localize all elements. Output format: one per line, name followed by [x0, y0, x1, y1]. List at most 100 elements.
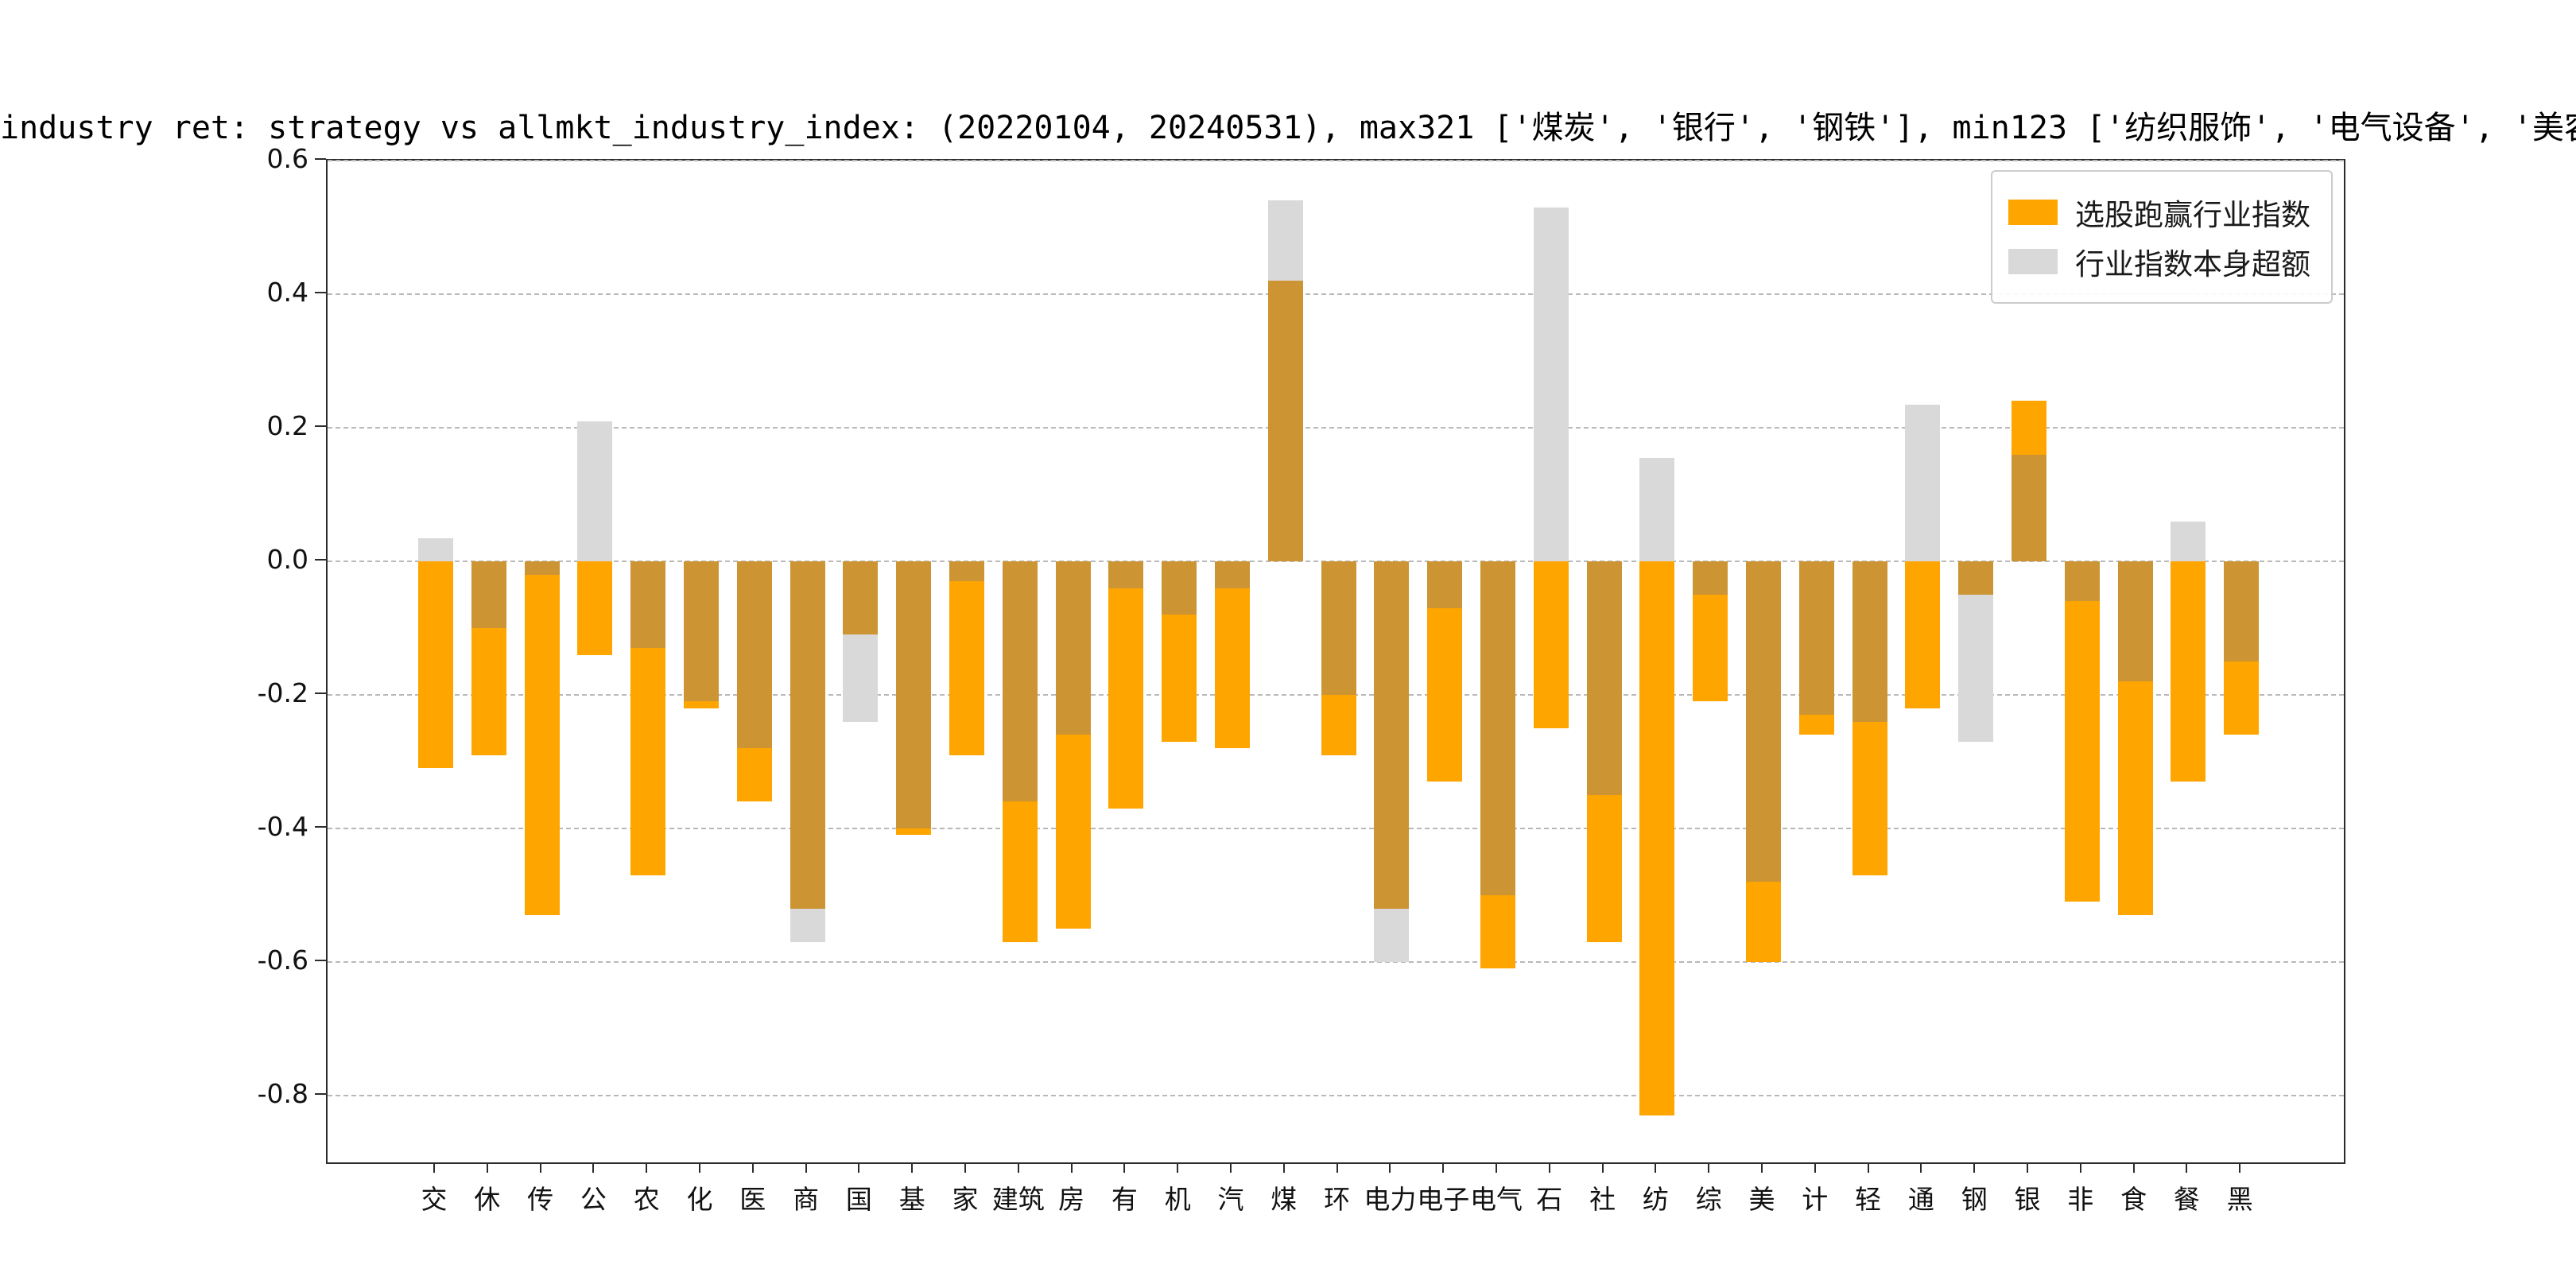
bar-overlap-黑	[2224, 561, 2260, 661]
y-tick-mark	[315, 158, 326, 160]
bar-overlap-轻	[1852, 561, 1887, 722]
x-tick-mark	[1336, 1162, 1338, 1173]
x-tick-mark	[1496, 1162, 1497, 1173]
bar-strategy-非	[2064, 601, 2100, 902]
bar-strategy-综	[1693, 595, 1728, 702]
gridline	[328, 961, 2344, 963]
x-tick-label-电力: 电力	[1364, 1184, 1417, 1215]
x-tick-label-综: 综	[1695, 1184, 1722, 1215]
x-tick-mark	[911, 1162, 914, 1173]
bar-strategy-黑	[2224, 661, 2260, 735]
bar-strategy-电子	[1427, 607, 1463, 782]
x-tick-mark	[2027, 1162, 2028, 1173]
x-tick-label-休: 休	[474, 1184, 501, 1215]
y-tick-mark	[315, 292, 326, 293]
x-tick-mark	[1973, 1162, 1976, 1173]
bar-overlap-有	[1108, 561, 1144, 588]
x-tick-label-纺: 纺	[1642, 1184, 1669, 1215]
y-tick-label: -0.4	[257, 811, 308, 842]
bar-strategy-电气	[1480, 895, 1515, 969]
y-tick-label: 0.2	[266, 410, 308, 441]
bar-overlap-计	[1798, 561, 1834, 716]
x-tick-label-电气: 电气	[1470, 1184, 1523, 1215]
bar-overlap-煤	[1267, 281, 1303, 561]
x-tick-label-家: 家	[952, 1184, 979, 1215]
bar-overlap-钢	[1958, 561, 1994, 595]
bar-overlap-商	[789, 561, 825, 909]
legend-swatch-orange	[2008, 200, 2058, 225]
x-tick-mark	[1442, 1162, 1445, 1173]
x-tick-label-银: 银	[2014, 1184, 2041, 1215]
legend: 选股跑赢行业指数 行业指数本身超额	[1991, 170, 2333, 304]
legend-label-strategy: 选股跑赢行业指数	[2075, 198, 2310, 232]
bar-overlap-机	[1162, 561, 1197, 615]
x-tick-mark	[1920, 1162, 1922, 1173]
bar-strategy-计	[1798, 715, 1834, 735]
bar-industry-公	[577, 421, 613, 561]
y-tick-mark	[315, 960, 326, 961]
x-tick-label-餐: 餐	[2173, 1184, 2200, 1215]
x-tick-mark	[1123, 1162, 1126, 1173]
x-tick-mark	[2132, 1162, 2135, 1173]
y-tick-label: -0.2	[257, 677, 308, 708]
bar-industry-餐	[2171, 521, 2206, 561]
bar-strategy-汽	[1215, 588, 1250, 749]
bar-industry-商	[789, 908, 825, 942]
x-tick-mark	[1389, 1162, 1391, 1173]
bar-overlap-建筑	[1002, 561, 1038, 802]
x-tick-label-石: 石	[1536, 1184, 1563, 1215]
legend-swatch-gray	[2008, 249, 2058, 274]
bar-strategy-农	[630, 648, 666, 875]
plot-area	[326, 159, 2345, 1164]
bar-strategy-房	[1055, 735, 1091, 929]
y-tick-mark	[315, 826, 326, 828]
x-tick-label-汽: 汽	[1217, 1184, 1244, 1215]
x-tick-mark	[2186, 1162, 2188, 1173]
bar-strategy-基	[896, 828, 932, 836]
x-tick-mark	[1017, 1162, 1019, 1173]
bar-overlap-非	[2064, 561, 2100, 602]
x-tick-label-交: 交	[421, 1184, 448, 1215]
x-tick-label-美: 美	[1748, 1184, 1775, 1215]
bar-overlap-化	[684, 561, 719, 702]
bar-overlap-医	[736, 561, 772, 749]
x-tick-label-煤: 煤	[1271, 1184, 1298, 1215]
x-tick-mark	[1761, 1162, 1763, 1173]
y-tick-label: -0.8	[257, 1078, 308, 1109]
x-tick-mark	[1230, 1162, 1232, 1173]
x-tick-mark	[1548, 1162, 1550, 1173]
legend-item-industry: 行业指数本身超额	[2008, 240, 2310, 283]
y-tick-label: -0.6	[257, 945, 308, 976]
x-tick-label-农: 农	[633, 1184, 660, 1215]
x-tick-mark	[592, 1162, 595, 1173]
legend-item-strategy: 选股跑赢行业指数	[2008, 191, 2310, 234]
x-tick-label-通: 通	[1907, 1184, 1934, 1215]
x-tick-label-轻: 轻	[1855, 1184, 1882, 1215]
x-tick-mark	[1282, 1162, 1285, 1173]
x-tick-label-非: 非	[2067, 1184, 2094, 1215]
x-tick-mark	[1601, 1162, 1604, 1173]
bar-overlap-综	[1693, 561, 1728, 595]
x-tick-mark	[1070, 1162, 1073, 1173]
bar-industry-石	[1533, 207, 1569, 561]
bar-industry-交	[418, 537, 453, 561]
bar-overlap-银	[2012, 454, 2046, 561]
bar-strategy-环	[1321, 695, 1356, 755]
bar-strategy-交	[418, 561, 453, 769]
bar-strategy-传	[524, 574, 560, 916]
bar-overlap-基	[896, 561, 932, 828]
bar-overlap-房	[1055, 561, 1091, 735]
bar-overlap-休	[471, 561, 506, 628]
bar-industry-电力	[1374, 908, 1410, 962]
x-tick-label-计: 计	[1802, 1184, 1829, 1215]
bar-strategy-通	[1905, 561, 1941, 708]
bar-strategy-医	[736, 748, 772, 802]
gridline	[328, 427, 2344, 429]
x-tick-mark	[433, 1162, 435, 1173]
x-tick-mark	[1708, 1162, 1710, 1173]
x-tick-label-国: 国	[845, 1184, 872, 1215]
x-tick-label-商: 商	[793, 1184, 820, 1215]
x-tick-mark	[486, 1162, 488, 1173]
bar-overlap-汽	[1215, 561, 1250, 588]
bar-overlap-电力	[1374, 561, 1410, 909]
